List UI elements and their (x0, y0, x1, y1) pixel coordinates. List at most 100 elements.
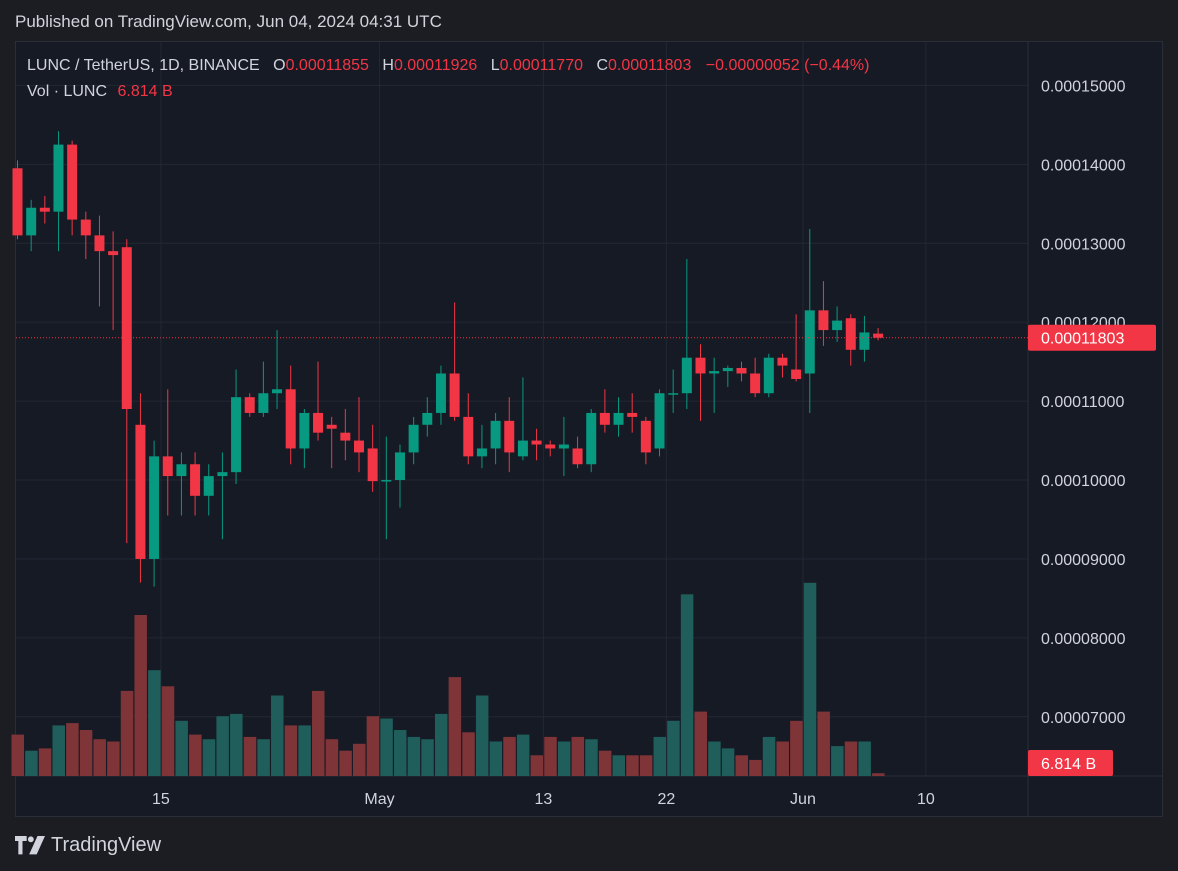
volume-bar (831, 746, 844, 776)
volume-bar (175, 720, 188, 776)
candle-body (435, 373, 446, 413)
volume-label[interactable]: Vol · LUNC (27, 83, 108, 100)
last-price-tag: 0.00011803 (1028, 324, 1156, 351)
candle-body (108, 251, 119, 256)
volume-bar (475, 695, 489, 776)
volume-bar (339, 750, 352, 776)
candle-body (12, 168, 23, 236)
last-volume-tag-bg (1028, 750, 1113, 776)
close-label: C (596, 57, 608, 74)
volume-bar (38, 748, 52, 776)
candle-body (299, 412, 310, 449)
candle-body (681, 357, 692, 394)
volume-bar (434, 713, 448, 776)
volume-bar (776, 741, 789, 776)
candle-body (26, 207, 37, 236)
volume-bar (872, 773, 885, 776)
volume-bar (571, 736, 585, 776)
time-tick-label: 10 (917, 791, 935, 808)
candle-body (367, 448, 378, 482)
time-axis: 15 May 13 22 Jun 10 (152, 791, 935, 808)
tradingview-brand[interactable]: TradingView (15, 834, 161, 857)
candle-body (381, 480, 392, 482)
candles (12, 131, 884, 587)
volume-bar (598, 750, 612, 776)
candle-body (517, 440, 528, 457)
volume-bar (749, 759, 762, 776)
volume-bar (216, 716, 229, 776)
candle-body (613, 412, 624, 425)
volume-bar (612, 755, 626, 776)
candle-body (258, 393, 269, 413)
last-price-tag-text: 0.00011803 (1041, 331, 1124, 348)
volume-bar (721, 748, 735, 776)
volume-bar (503, 736, 516, 776)
candle-body (804, 310, 815, 374)
volume-bar (271, 695, 284, 776)
candle-body (39, 207, 50, 212)
volume-bar (421, 739, 434, 776)
volume-bar (489, 741, 503, 776)
candle-body (231, 397, 242, 473)
chart-legend: LUNC / TetherUS, 1D, BINANCE O0.00011855… (27, 55, 869, 107)
candle-body (722, 367, 733, 372)
price-axis: 0.000150000.000140000.000130000.00012000… (1041, 78, 1126, 726)
candle-body (558, 444, 569, 449)
tradingview-logo-icon (15, 835, 45, 854)
candle-body (736, 367, 747, 374)
grid (16, 42, 1162, 816)
candle-body (777, 357, 788, 366)
candle-body (340, 432, 351, 441)
volume-bar (544, 736, 557, 776)
candle-body (94, 235, 105, 252)
volume-bar (66, 723, 79, 776)
low-value: 0.00011770 (499, 57, 583, 74)
volume-bar (817, 711, 830, 776)
volume-bar (366, 716, 380, 776)
volume-bar (325, 739, 339, 776)
volume-bar (298, 725, 311, 776)
volume-bar (243, 736, 257, 776)
candle-body (67, 144, 78, 220)
candle-body (53, 144, 64, 212)
volume-bar (844, 741, 858, 776)
candle-body (545, 444, 556, 449)
time-tick-label: Jun (790, 791, 816, 808)
published-caption: Published on TradingView.com, Jun 04, 20… (15, 12, 442, 31)
candle-body (640, 420, 651, 453)
volume-bar (79, 730, 93, 776)
volume-bar (530, 755, 544, 776)
volume-bar (462, 732, 475, 776)
volume-bar (230, 713, 243, 776)
candle-body (873, 333, 884, 338)
volume-bar (762, 736, 776, 776)
time-tick-label: 13 (535, 791, 553, 808)
volume-bar (639, 755, 653, 776)
volume-bar (667, 720, 680, 776)
candle-body (162, 456, 173, 477)
candle-body (313, 412, 324, 433)
symbol-label[interactable]: LUNC / TetherUS, 1D, BINANCE (27, 57, 260, 74)
close-value: 0.00011803 (608, 57, 692, 74)
candle-body (709, 371, 720, 374)
ohlc-row: LUNC / TetherUS, 1D, BINANCE O0.00011855… (27, 55, 869, 81)
candle-body (668, 393, 679, 395)
time-tick-label: 15 (152, 791, 170, 808)
volume-bar (189, 734, 202, 776)
volume-bar (93, 739, 106, 776)
candle-body (149, 456, 160, 559)
candle-body (121, 247, 132, 409)
open-value: 0.00011855 (285, 57, 369, 74)
volume-bar (626, 755, 639, 776)
price-tick-label: 0.00011000 (1041, 394, 1124, 411)
candle-body (818, 310, 829, 331)
volume-bar (653, 736, 667, 776)
high-value: 0.00011926 (393, 57, 478, 74)
volume-bar (52, 725, 65, 776)
price-tick-label: 0.00013000 (1041, 236, 1126, 253)
candle-body (190, 464, 201, 496)
volume-bar (858, 741, 871, 776)
volume-bar (134, 615, 147, 776)
candle-body (244, 397, 255, 413)
